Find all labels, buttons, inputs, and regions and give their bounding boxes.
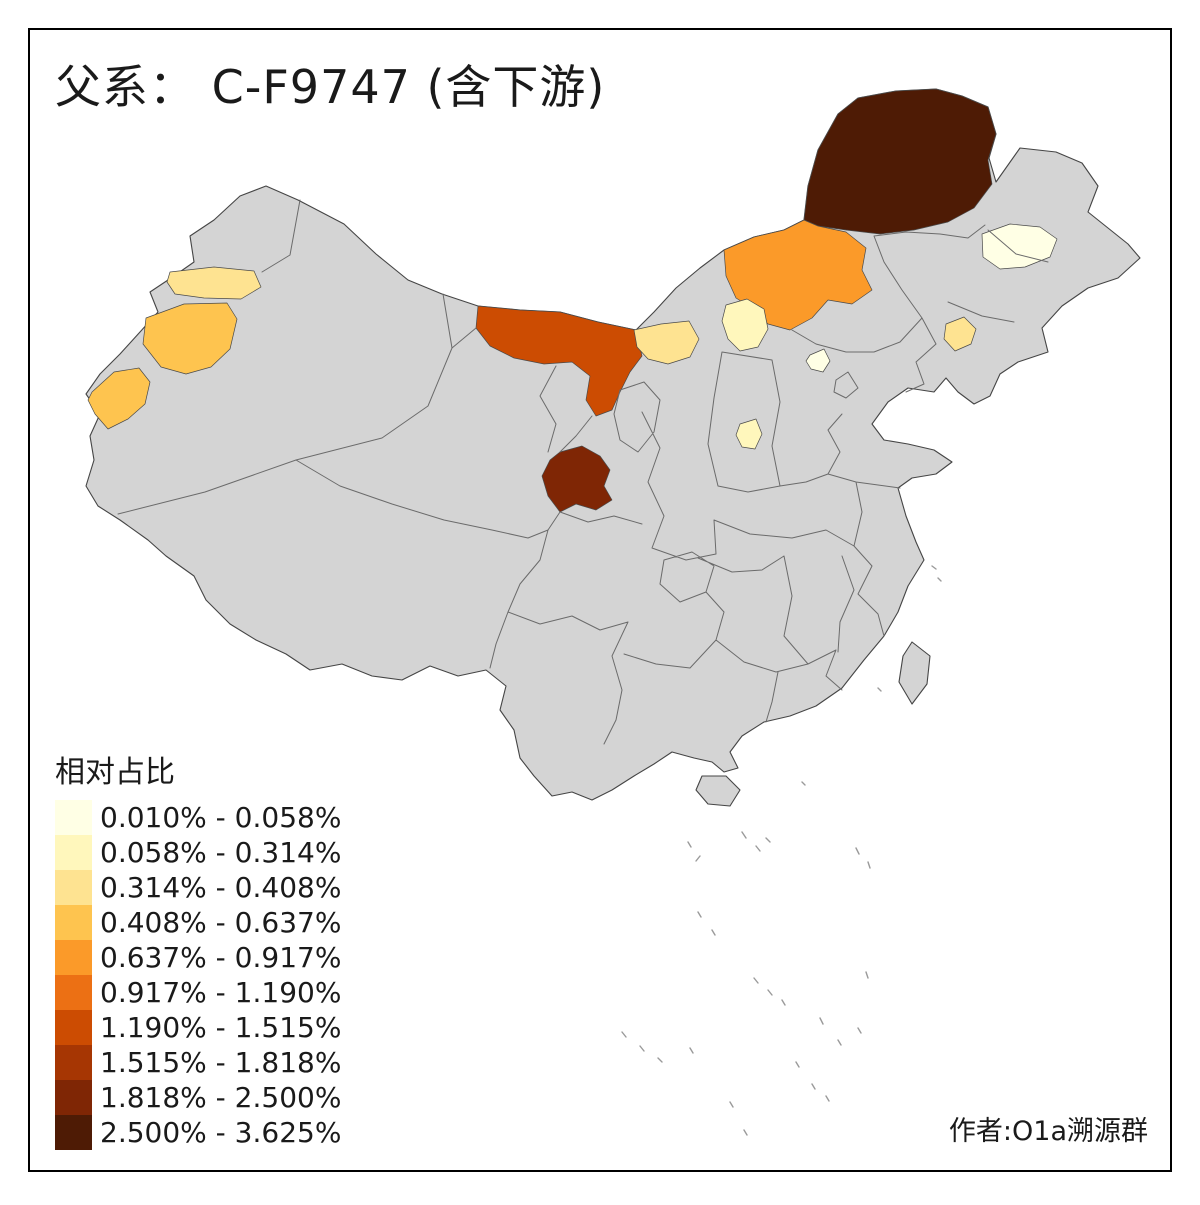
region-gansu-north-band — [475, 305, 643, 417]
region-gansu-south — [541, 445, 613, 513]
legend-swatch-2 — [55, 870, 92, 905]
mainland-outline — [85, 88, 1141, 801]
legend-swatch-3 — [55, 905, 92, 940]
region-hulunbuir — [803, 88, 997, 235]
legend-label-9: 2.500% - 3.625% — [100, 1116, 341, 1149]
legend: 相对占比 0.010% - 0.058% 0.058% - 0.314% 0.3… — [55, 755, 341, 1150]
region-liaoning — [943, 316, 977, 352]
legend-title: 相对占比 — [55, 755, 175, 790]
legend-label-8: 1.818% - 2.500% — [100, 1081, 341, 1114]
legend-swatch-6 — [55, 1010, 92, 1045]
legend-label-3: 0.408% - 0.637% — [100, 906, 341, 939]
legend-swatch-8 — [55, 1080, 92, 1115]
china-map — [85, 88, 1141, 1136]
legend-swatch-0 — [55, 800, 92, 835]
region-hohhot — [721, 298, 769, 352]
legend-label-2: 0.314% - 0.408% — [100, 871, 341, 904]
legend-label-1: 0.058% - 0.314% — [100, 836, 341, 869]
legend-label-7: 1.515% - 1.818% — [100, 1046, 341, 1079]
page-title: 父系： C-F9747 (含下游) — [55, 60, 605, 114]
legend-swatch-5 — [55, 975, 92, 1010]
region-bayannur — [633, 320, 700, 365]
legend-swatch-9 — [55, 1115, 92, 1150]
region-xinjiang-north — [166, 266, 262, 300]
region-heilongjiang-west — [981, 223, 1058, 270]
hainan-island — [695, 775, 741, 807]
region-beijing — [805, 348, 831, 373]
province-borders — [117, 199, 1049, 745]
legend-label-5: 0.917% - 1.190% — [100, 976, 341, 1009]
region-xinjiang-far-west — [87, 367, 151, 430]
legend-swatch-4 — [55, 940, 92, 975]
legend-label-4: 0.637% - 0.917% — [100, 941, 341, 974]
south-china-sea-islands — [621, 565, 942, 1136]
author-credit: 作者:O1a溯源群 — [949, 1116, 1148, 1147]
region-shanxi — [735, 418, 763, 450]
taiwan-island — [898, 641, 931, 705]
legend-label-6: 1.190% - 1.515% — [100, 1011, 341, 1044]
legend-swatch-7 — [55, 1045, 92, 1080]
plot-frame — [28, 28, 1172, 1172]
region-kashgar — [142, 302, 238, 375]
legend-label-0: 0.010% - 0.058% — [100, 801, 341, 834]
legend-swatch-1 — [55, 835, 92, 870]
